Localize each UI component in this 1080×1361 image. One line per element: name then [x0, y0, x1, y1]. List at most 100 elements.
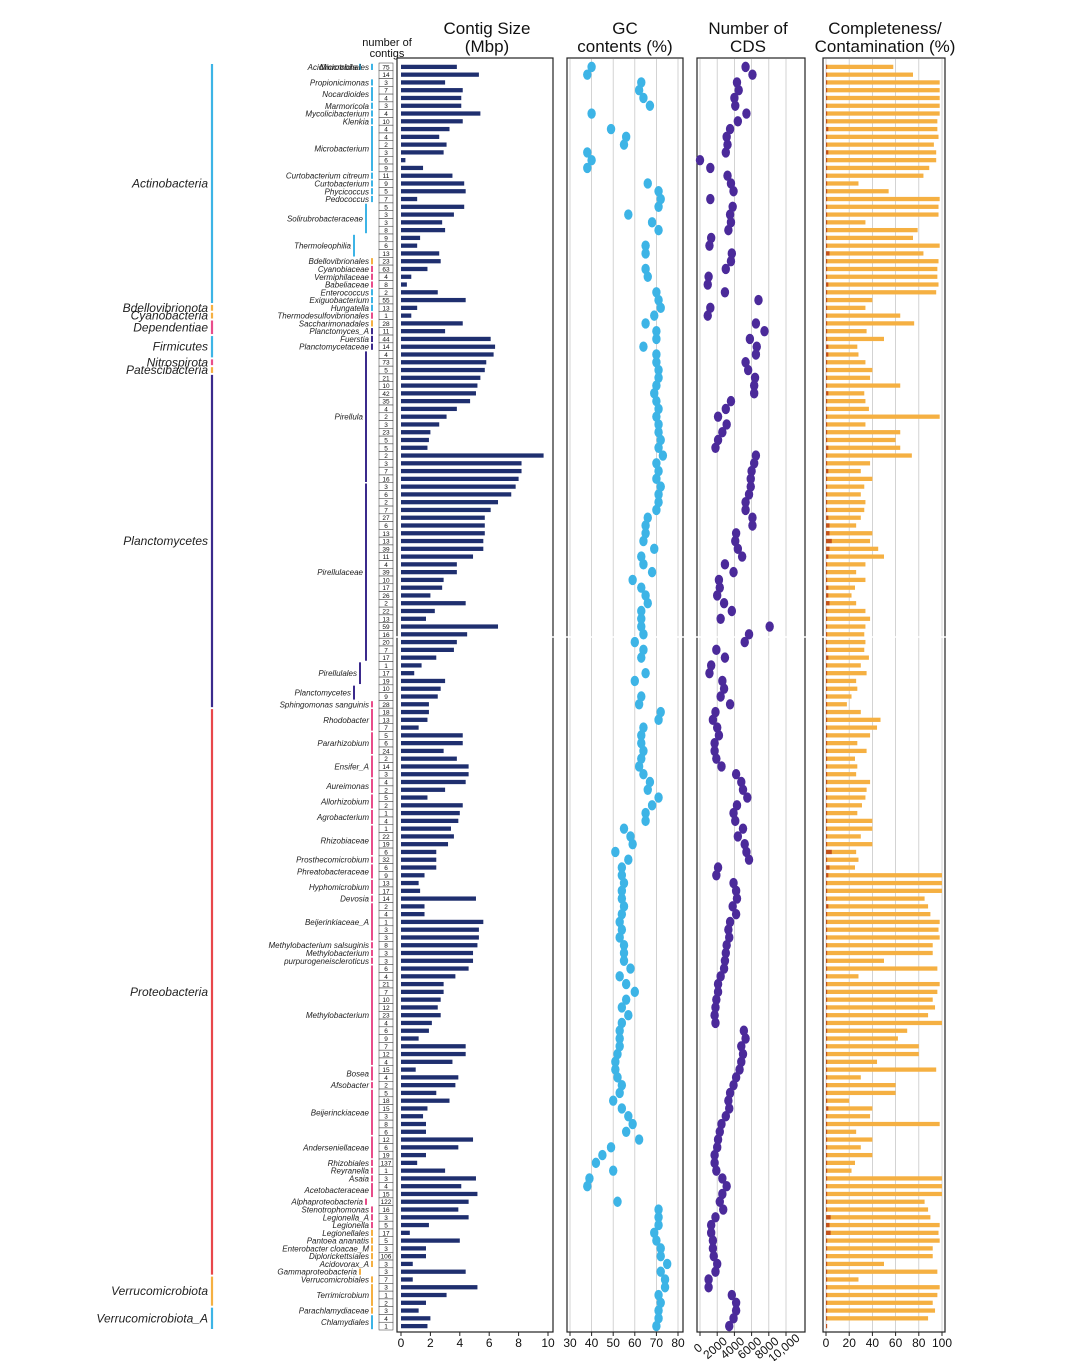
gc-point: [650, 543, 659, 555]
completeness-bar: [826, 445, 901, 450]
completeness-bar: [826, 484, 865, 489]
contamination-bar: [826, 1013, 828, 1018]
contig-size-bar: [401, 531, 485, 536]
contamination-bar: [826, 220, 828, 225]
completeness-bar: [826, 671, 867, 676]
contamination-bar: [826, 795, 828, 800]
cds-point: [712, 994, 721, 1005]
contig-count: 32: [382, 857, 390, 864]
completeness-bar: [826, 663, 861, 668]
cds-point: [712, 753, 721, 764]
cds-point: [741, 1033, 750, 1044]
completeness-bar: [826, 1261, 884, 1267]
contig-size-bar: [401, 422, 440, 427]
taxon-label: Verrucomicrobiales: [301, 1275, 369, 1284]
contamination-bar: [826, 134, 828, 139]
cds-point: [743, 364, 753, 376]
contig-title-line: (Mbp): [465, 37, 509, 56]
contamination-bar: [826, 1261, 828, 1267]
completeness-bar: [826, 492, 861, 497]
completeness-bar: [826, 1285, 940, 1290]
contamination-bar: [826, 196, 828, 202]
gc-point: [583, 1180, 592, 1192]
gc-point: [628, 838, 637, 850]
contig-size-bar: [401, 748, 444, 754]
completeness-bar: [826, 1222, 940, 1228]
gc-point: [639, 559, 648, 570]
contamination-bar: [826, 1222, 830, 1228]
contig-size-bar: [401, 189, 466, 194]
cds-point: [725, 1320, 734, 1332]
completeness-bar: [826, 1269, 938, 1274]
taxon-label: Beijerinkiaceae_A: [305, 918, 369, 927]
cds-point: [720, 955, 730, 966]
contamination-bar: [826, 1036, 828, 1041]
completeness-bar: [826, 772, 857, 777]
gc-title-line: contents (%): [577, 37, 672, 56]
gc-point: [652, 349, 661, 360]
completeness-bar: [826, 103, 940, 108]
contamination-bar: [826, 142, 828, 147]
contig-count: 6: [384, 865, 388, 872]
contamination-bar: [826, 507, 828, 513]
taxon-label: Devosia: [340, 895, 369, 904]
completeness-bar: [826, 585, 855, 590]
contamination-bar: [826, 251, 830, 256]
cds-point: [724, 224, 733, 236]
gc-point: [650, 310, 659, 321]
completeness-bar: [826, 1168, 852, 1173]
cds-point: [731, 885, 741, 897]
contig-count: 12: [382, 1137, 390, 1144]
phylum-label: Proteobacteria: [130, 985, 208, 999]
taxon-label: Pantoea ananatis: [307, 1237, 369, 1246]
contig-count: 2: [384, 290, 388, 297]
completeness-bar: [826, 88, 940, 93]
contig-size-bar: [401, 834, 454, 839]
completeness-bar: [826, 80, 940, 85]
cds-point: [703, 279, 712, 290]
completeness-bar: [826, 1176, 942, 1181]
cds-point: [722, 419, 731, 430]
contig-size-bar: [401, 305, 418, 310]
cds-point: [723, 170, 732, 181]
contamination-bar: [826, 686, 828, 691]
contig-count: 2: [384, 803, 388, 810]
cds-point: [712, 1165, 721, 1176]
contig-count: 13: [382, 881, 390, 888]
contig-size-bar: [401, 445, 428, 450]
taxon-label: Microbacterium: [314, 145, 369, 154]
contig-tick-label: 2: [427, 1336, 434, 1350]
contig-size-bar: [401, 367, 485, 373]
contig-size-bar: [401, 126, 450, 132]
contig-size-bar: [401, 678, 446, 684]
completeness-bar: [826, 476, 873, 481]
phylum-label: Bdellovibrionota: [123, 301, 209, 315]
contig-size-bar: [401, 1300, 426, 1305]
gc-point: [606, 123, 616, 135]
contig-size-bar: [401, 251, 440, 256]
contig-count: 6: [384, 158, 388, 165]
cds-point: [712, 644, 721, 656]
contamination-bar: [826, 764, 828, 769]
contig-count: 22: [382, 834, 390, 841]
contamination-bar: [826, 663, 828, 668]
gc-point: [643, 271, 652, 282]
contig-count: 19: [382, 1153, 390, 1160]
completeness-bar: [826, 259, 939, 264]
completeness-bar: [826, 305, 866, 310]
contamination-bar: [826, 150, 829, 155]
contamination-bar: [826, 1316, 828, 1321]
cds-point: [760, 325, 769, 337]
cds-point: [729, 186, 738, 197]
gc-point: [641, 807, 650, 819]
contig-size-bar: [401, 476, 519, 481]
completeness-bar: [826, 826, 873, 831]
contig-size-bar: [401, 72, 479, 77]
contig-count: 4: [384, 1184, 388, 1191]
contamination-bar: [826, 1145, 828, 1150]
contig-count: 17: [382, 585, 390, 592]
contig-size-bar: [401, 165, 424, 171]
contig-count: 14: [382, 764, 390, 771]
completeness-bar: [826, 810, 858, 816]
completeness-bar: [826, 313, 901, 318]
